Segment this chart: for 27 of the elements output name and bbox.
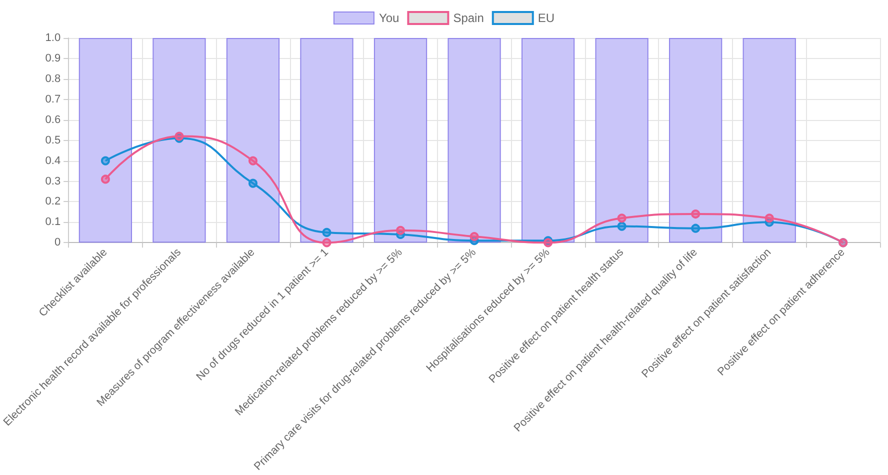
y-tick-label: 0.5 [45,134,61,146]
y-tick-label: 0.2 [45,196,61,208]
y-tick-label: 0.3 [45,175,61,188]
point [248,156,258,166]
point [248,178,258,188]
point [617,222,626,231]
y-tick-label: 0.6 [45,114,61,126]
point [691,210,700,219]
y-tick-label: 0.7 [45,93,61,106]
point [396,226,406,235]
legend-label: EU [538,11,555,25]
y-tick-label: 0.4 [45,154,61,167]
point [322,238,332,248]
point [100,156,110,166]
point [617,214,626,223]
point [764,214,774,223]
y-tick-label: 0 [54,236,61,249]
legend-label: You [378,11,400,25]
y-tick-label: 1.0 [45,32,61,44]
point [322,228,332,237]
legend-label: Spain [453,11,484,25]
y-tick-label: 0.1 [45,216,61,228]
point [691,224,700,233]
point [100,174,110,184]
point [470,232,479,242]
y-tick-label: 0.9 [45,52,61,64]
y-tick-label: 0.8 [45,72,61,85]
